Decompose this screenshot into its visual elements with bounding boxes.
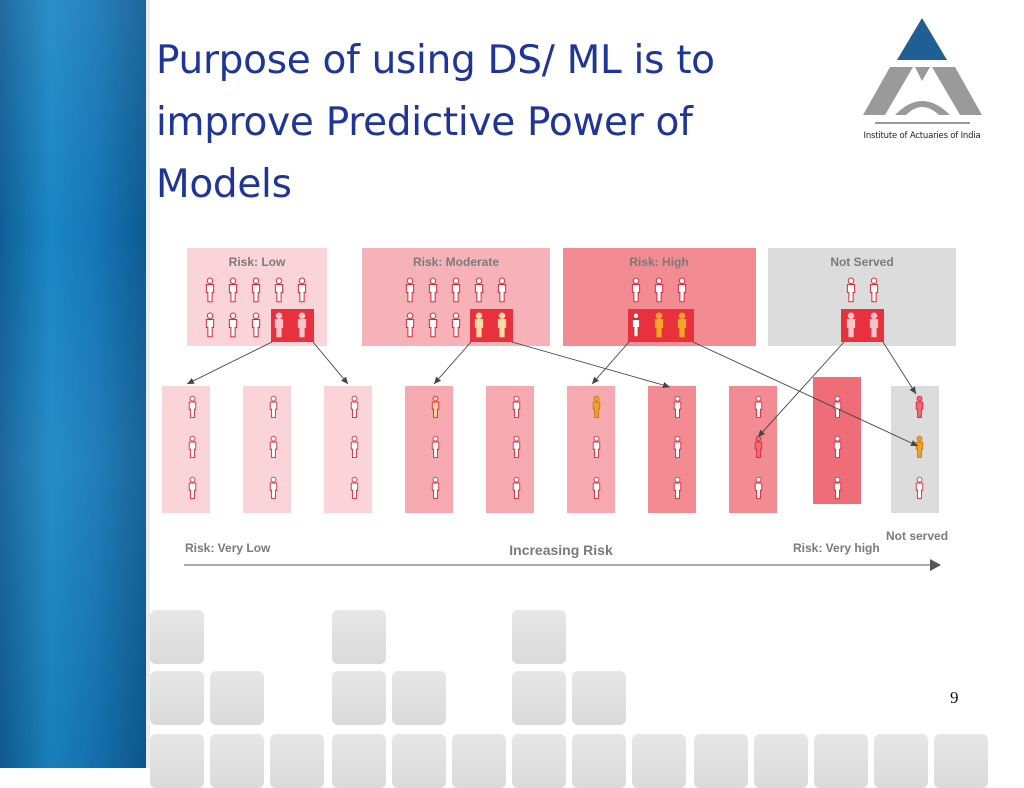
arrow (433, 341, 472, 385)
group-not-served-label: Not Served (830, 255, 893, 269)
tile (150, 671, 204, 725)
group-risk-high: Risk: High (563, 248, 756, 346)
tile (694, 734, 748, 788)
arrow (757, 341, 845, 438)
column-8 (729, 386, 777, 513)
bottom-columns (162, 377, 939, 513)
axis-not-served-label: Not served (886, 529, 948, 543)
tile (572, 734, 626, 788)
group-not-served: Not Served (768, 248, 956, 346)
column-4 (405, 386, 453, 513)
tile (754, 734, 808, 788)
sidebar-background (0, 0, 146, 768)
logo-right-shape (932, 67, 982, 115)
axis-left-label: Risk: Very Low (185, 541, 271, 555)
column-3 (324, 386, 372, 513)
tile (874, 734, 928, 788)
risk-segmentation-diagram: Risk: Low Risk: Moderate Risk: High Not … (162, 248, 956, 571)
group-risk-low-label: Risk: Low (229, 255, 286, 269)
logo-left-shape (863, 67, 913, 115)
flow-arrows (186, 341, 919, 447)
group-risk-moderate: Risk: Moderate (362, 248, 550, 346)
arrow (511, 341, 671, 389)
column-7 (648, 386, 696, 513)
arrow (882, 341, 917, 395)
arrow (312, 341, 349, 385)
column-1 (162, 386, 210, 513)
tile (452, 734, 506, 788)
tile (150, 610, 204, 664)
axis-arrowhead (930, 559, 941, 571)
sidebar-shade (0, 0, 146, 768)
tile (332, 734, 386, 788)
tile (632, 734, 686, 788)
group-risk-moderate-label: Risk: Moderate (413, 255, 499, 269)
tile (512, 610, 566, 664)
tile (392, 734, 446, 788)
logo-blue-triangle (897, 18, 947, 60)
tile (392, 671, 446, 725)
arrow (186, 341, 273, 385)
axis-center-label: Increasing Risk (509, 542, 613, 558)
tile (150, 734, 204, 788)
tile (210, 734, 264, 788)
arrow (591, 341, 630, 385)
group-risk-high-label: Risk: High (629, 255, 688, 269)
tile (512, 671, 566, 725)
column-5 (486, 386, 534, 513)
column-2 (243, 386, 291, 513)
tile (934, 734, 988, 788)
tile (270, 734, 324, 788)
arrow (692, 341, 919, 447)
decorative-tiles (146, 600, 1024, 788)
axis-right-label: Risk: Very high (793, 541, 880, 555)
tile (512, 734, 566, 788)
logo-caption: Institute of Actuaries of India (863, 131, 981, 141)
slide-title: Purpose of using DS/ ML is to improve Pr… (156, 38, 715, 207)
group-risk-low: Risk: Low (187, 248, 327, 346)
page-number: 9 (950, 688, 959, 707)
tile (572, 671, 626, 725)
logo-arc (895, 101, 950, 115)
tile (332, 671, 386, 725)
column-10 (891, 386, 939, 513)
logo-center-shape (915, 67, 930, 81)
tile (332, 610, 386, 664)
tile (210, 671, 264, 725)
institute-logo (863, 18, 982, 124)
column-6 (567, 386, 615, 513)
sidebar-separator (146, 0, 150, 768)
tile (814, 734, 868, 788)
